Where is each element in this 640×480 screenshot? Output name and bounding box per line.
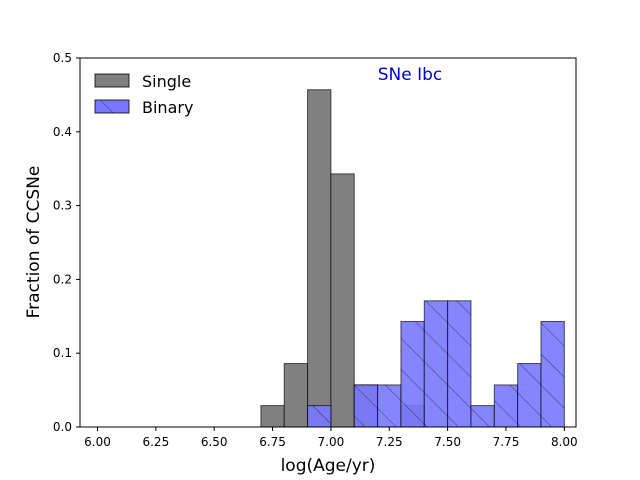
legend: Single Binary: [94, 72, 193, 117]
bar-hatch-binary-15: [447, 300, 471, 427]
y-tick-label-0: 0.0: [53, 420, 72, 434]
bar-hatch-binary-13: [400, 321, 425, 427]
y-tick-label-1: 0.1: [53, 346, 72, 360]
bar-hatch-binary-17: [494, 384, 518, 427]
bar-hatch-binary-11: [354, 384, 378, 427]
x-tick-label-0: 6.00: [84, 435, 111, 449]
bar-hatch-binary-14: [424, 300, 448, 427]
legend-label-single: Single: [142, 72, 191, 91]
y-tick-label-4: 0.4: [53, 125, 72, 139]
x-tick-label-6: 7.50: [434, 435, 461, 449]
y-tick-label-3: 0.3: [53, 199, 72, 213]
y-axis-ticks: 0.0 0.1 0.2 0.3 0.4 0.5: [53, 51, 80, 434]
bar-hatch-binary-9: [307, 405, 331, 427]
x-tick-label-7: 7.75: [493, 435, 520, 449]
bar-single-9: [307, 89, 332, 428]
x-tick-label-5: 7.25: [376, 435, 403, 449]
single-series-bars: [260, 89, 425, 428]
bar-hatch-binary-18: [517, 363, 541, 427]
bar-hatch-binary-19: [540, 321, 565, 427]
x-axis-ticks: 6.00 6.25 6.50 6.75 7.00 7.25 7.50 7.75 8.00: [84, 427, 578, 449]
x-tick-label-1: 6.25: [142, 435, 169, 449]
bar-hatch-binary-16: [470, 405, 495, 427]
chart-annotation: SNe Ibc: [378, 65, 443, 85]
x-tick-label-3: 6.75: [259, 435, 286, 449]
legend-swatch-binary-hatch: [95, 100, 129, 113]
x-axis-label: log(Age/yr): [281, 456, 376, 476]
x-tick-label-2: 6.50: [201, 435, 228, 449]
bar-hatch-binary-12: [377, 384, 401, 427]
y-axis-label: Fraction of CCSNe: [24, 166, 44, 319]
bar-single-10: [330, 173, 355, 428]
plot-area-frame: [79, 57, 577, 428]
y-tick-label-5: 0.5: [53, 51, 72, 65]
legend-swatch-single: [94, 73, 130, 88]
legend-label-binary: Binary: [142, 98, 193, 117]
x-tick-label-8: 8.00: [551, 435, 578, 449]
y-tick-label-2: 0.2: [53, 272, 72, 286]
bar-single-7: [260, 405, 285, 428]
bar-single-8: [283, 363, 309, 428]
x-tick-label-4: 7.00: [318, 435, 345, 449]
